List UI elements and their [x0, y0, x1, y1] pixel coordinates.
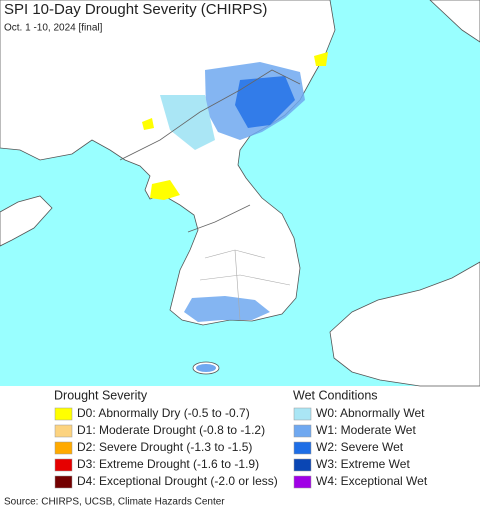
- legend-swatch: [293, 407, 312, 421]
- wet-area: [196, 364, 216, 372]
- province: [199, 249, 291, 321]
- legend-label: D0: Abnormally Dry (-0.5 to -0.7): [77, 406, 250, 420]
- shandong: [0, 195, 53, 247]
- legend-label: D3: Extreme Drought (-1.6 to -1.9): [77, 457, 259, 471]
- dry-area: [150, 180, 180, 200]
- legend-label: W1: Moderate Wet: [316, 423, 416, 437]
- legend-swatch: [293, 458, 312, 472]
- border: [119, 69, 301, 161]
- legend-title: Wet Conditions: [293, 388, 378, 402]
- legend-swatch: [54, 458, 73, 472]
- wet-area: [184, 296, 270, 322]
- legend-title: Drought Severity: [54, 388, 148, 402]
- legend-label: W3: Extreme Wet: [316, 457, 410, 471]
- wet-area: [235, 76, 295, 128]
- legend-swatch: [293, 424, 312, 438]
- legend-label: D2: Severe Drought (-1.3 to -1.5): [77, 440, 252, 454]
- legend-swatch: [293, 441, 312, 455]
- legend-swatch: [54, 407, 73, 421]
- subtitle: Oct. 1 -10, 2024 [final]: [4, 23, 103, 34]
- legend-label: D4: Exceptional Drought (-2.0 or less): [77, 474, 278, 488]
- japan: [329, 261, 480, 387]
- map: [0, 0, 480, 387]
- dry-area: [314, 52, 328, 66]
- title: SPI 10-Day Drought Severity (CHIRPS): [4, 1, 267, 18]
- sakhalin: [429, 0, 480, 43]
- legend-swatch: [54, 441, 73, 455]
- border: [187, 204, 251, 233]
- legend-swatch: [293, 475, 312, 489]
- legend-label: W0: Abnormally Wet: [316, 406, 425, 420]
- legend-label: W2: Severe Wet: [316, 440, 404, 454]
- legend-label: D1: Moderate Drought (-0.8 to -1.2): [77, 423, 265, 437]
- source: Source: CHIRPS, UCSB, Climate Hazards Ce…: [4, 497, 225, 508]
- legend-swatch: [54, 475, 73, 489]
- dry-area: [142, 118, 154, 130]
- legend-label: W4: Exceptional Wet: [316, 474, 428, 488]
- legend-swatch: [54, 424, 73, 438]
- wet-area: [160, 95, 215, 150]
